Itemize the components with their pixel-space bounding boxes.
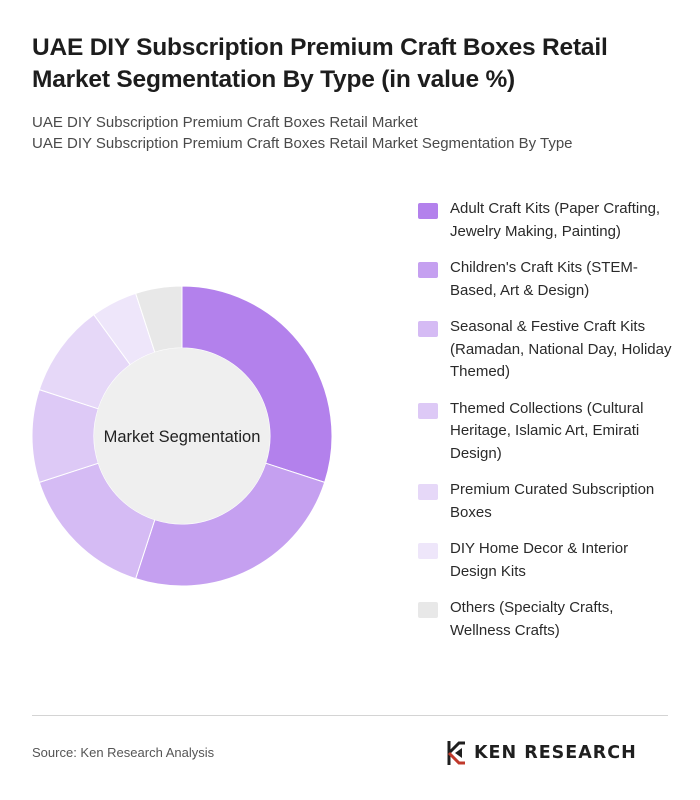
legend-label-4: Themed Collections (Cultural Heritage, I… (450, 399, 644, 462)
legend-label-5: Premium Curated Subscription Boxes (450, 481, 655, 521)
legend-item-5: Premium Curated Subscription Boxes (418, 479, 678, 524)
donut-center (94, 348, 270, 524)
donut-center-label: Market Segmentation (104, 428, 261, 446)
legend-item-3: Seasonal & Festive Craft Kits (Ramadan, … (418, 316, 678, 384)
legend-item-2: Children's Craft Kits (STEM-Based, Art &… (418, 257, 678, 302)
ken-research-logo: KEN RESEARCH (446, 737, 637, 769)
legend-item-6: DIY Home Decor & Interior Design Kits (418, 538, 678, 583)
legend-swatch-5 (418, 484, 438, 500)
legend-item-7: Others (Specialty Crafts, Wellness Craft… (418, 597, 678, 642)
legend-label-2: Children's Craft Kits (STEM-Based, Art &… (450, 259, 638, 299)
legend-swatch-6 (418, 543, 438, 559)
chart-title: UAE DIY Subscription Premium Craft Boxes… (32, 34, 608, 93)
donut-chart: Market Segmentation (31, 285, 333, 587)
ken-research-logo-text: KEN RESEARCH (474, 743, 637, 763)
legend-label-3: Seasonal & Festive Craft Kits (Ramadan, … (450, 318, 672, 380)
legend-label-7: Others (Specialty Crafts, Wellness Craft… (450, 599, 614, 639)
legend-item-1: Adult Craft Kits (Paper Crafting, Jewelr… (418, 198, 678, 243)
legend-swatch-7 (418, 602, 438, 618)
donut-slices (31, 285, 333, 587)
footer-divider (32, 715, 668, 716)
legend-swatch-4 (418, 402, 438, 419)
chart-subtitle: UAE DIY Subscription Premium Craft Boxes… (32, 112, 672, 154)
legend-swatch-2 (418, 262, 438, 278)
legend-label-1: Adult Craft Kits (Paper Crafting, Jewelr… (450, 200, 661, 240)
subtitle-line-1: UAE DIY Subscription Premium Craft Boxes… (32, 114, 418, 131)
ken-research-logo-icon (447, 741, 465, 765)
chart-legend: Adult Craft Kits (Paper Crafting, Jewelr… (418, 198, 678, 656)
legend-swatch-3 (418, 321, 438, 337)
source-note: Source: Ken Research Analysis (32, 745, 215, 760)
legend-swatch-1 (418, 203, 438, 219)
legend-item-4: Themed Collections (Cultural Heritage, I… (418, 398, 678, 466)
legend-label-6: DIY Home Decor & Interior Design Kits (450, 540, 629, 580)
subtitle-line-2: UAE DIY Subscription Premium Craft Boxes… (32, 135, 573, 152)
